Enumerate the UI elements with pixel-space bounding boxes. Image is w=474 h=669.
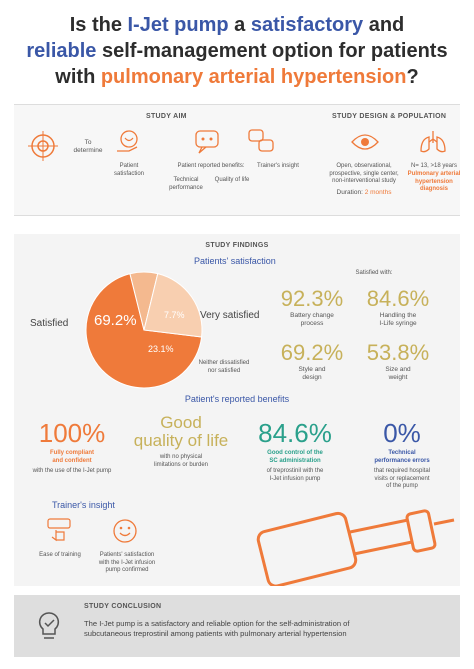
benefit-control-value: 84.6%: [258, 418, 332, 448]
stat-syringe-value: 84.6%: [366, 286, 430, 311]
conclusion-text: The I-Jet pump is a satisfactory and rel…: [84, 619, 350, 638]
pie-neither-value: 23.1%: [148, 344, 174, 354]
benefits-title: Patient's reported benefits: [184, 394, 290, 404]
trainer-icon: [248, 129, 274, 152]
title-line-3: with pulmonary arterial hypertension?: [55, 66, 419, 88]
benefit-compliant-highlight: Fully compliant and confident: [49, 450, 94, 464]
benefit-quality-value: Good quality of life: [133, 413, 229, 450]
study-duration: Duration: 2 months: [336, 189, 392, 196]
syringe-icon: [256, 509, 455, 586]
trainer-ease-label: Ease of training: [39, 552, 81, 558]
stat-battery-value: 92.3%: [280, 286, 344, 311]
to-determine-label: To determine: [73, 139, 103, 154]
hand-tap-icon: [47, 518, 71, 542]
aim-trainer-insight: Trainer's insight: [257, 163, 299, 169]
chat-thumbs-icon: [195, 130, 219, 154]
stat-style-label: Style and design: [298, 366, 326, 381]
study-findings-heading: STUDY FINDINGS: [205, 242, 269, 249]
study-conclusion: STUDY CONCLUSION The I-Jet pump is a sat…: [14, 595, 460, 657]
lightbulb-icon: [38, 612, 60, 639]
pie-very-value: 7.7%: [164, 310, 185, 320]
pie-satisfied-label: Satisfied: [30, 318, 69, 329]
lungs-icon: [420, 131, 446, 153]
study-design-heading: STUDY DESIGN & POPULATION: [332, 113, 447, 120]
stat-battery-label: Battery change process: [290, 312, 334, 327]
pie-slice-satisfied: [85, 273, 203, 389]
aim-patient-satisfaction: Patient satisfaction: [113, 163, 144, 177]
benefit-errors-label: that required hospital visits or replace…: [373, 468, 431, 489]
stat-size-value: 53.8%: [366, 340, 430, 365]
satisfied-with-label: Satisfied with:: [355, 270, 393, 276]
satisfaction-icon: [113, 519, 137, 543]
aim-technical-performance: Technical performance: [169, 177, 203, 191]
title-line-1: Is the I-Jet pump a satisfactory and: [69, 14, 405, 36]
benefit-control-label: of treprostinil with the I-Jet infusion …: [266, 468, 324, 482]
stat-size-label: Size and weight: [385, 366, 411, 381]
benefit-errors-highlight: Technical performance errors: [374, 450, 430, 464]
page-title: Is the I-Jet pump a satisfactory and rel…: [0, 12, 474, 90]
pie-satisfied-value: 69.2%: [94, 312, 137, 329]
stat-style-value: 69.2%: [280, 340, 344, 365]
study-findings: STUDY FINDINGS Patients' satisfaction Sa…: [14, 234, 460, 586]
conclusion-heading: STUDY CONCLUSION: [84, 603, 162, 610]
benefit-errors-value: 0%: [383, 418, 421, 448]
trainer-satisfaction-label: Patients' satisfaction with the I-Jet in…: [98, 552, 156, 573]
aim-reported-benefits: Patient reported benefits:: [177, 163, 245, 169]
aim-design-panel: STUDY AIM STUDY DESIGN & POPULATION To d…: [14, 104, 460, 216]
satisfaction-pie-chart: [85, 271, 203, 389]
trainer-title: Trainer's insight: [52, 500, 115, 510]
benefit-control-highlight: Good control of the SC administration: [267, 450, 323, 464]
pie-neither-label: Neither dissatisfied nor satisfied: [198, 360, 250, 374]
population: N= 13, >18 years: [410, 163, 458, 169]
title-line-2: reliable self-management option for pati…: [26, 40, 448, 62]
target-icon: [28, 131, 58, 161]
stat-syringe-label: Handling the I-Life syringe: [379, 312, 417, 327]
benefit-compliant-label: with the use of the I-Jet pump: [32, 468, 112, 474]
hand-heart-icon: [117, 130, 138, 152]
satisfaction-title: Patients' satisfaction: [194, 256, 276, 266]
pie-slice-neither: [143, 273, 203, 338]
eye-icon: [351, 134, 379, 150]
benefit-quality-label: with no physical limitations or burden: [153, 454, 209, 468]
pie-very-label: Very satisfied: [200, 310, 260, 321]
study-type: Open, observational, prospective, single…: [329, 163, 399, 184]
study-aim-heading: STUDY AIM: [146, 113, 187, 120]
benefit-compliant-value: 100%: [38, 418, 106, 448]
aim-quality-of-life: Quality of life: [214, 177, 250, 183]
diagnosis: Pulmonary arterial hypertension diagnosi…: [407, 171, 461, 192]
